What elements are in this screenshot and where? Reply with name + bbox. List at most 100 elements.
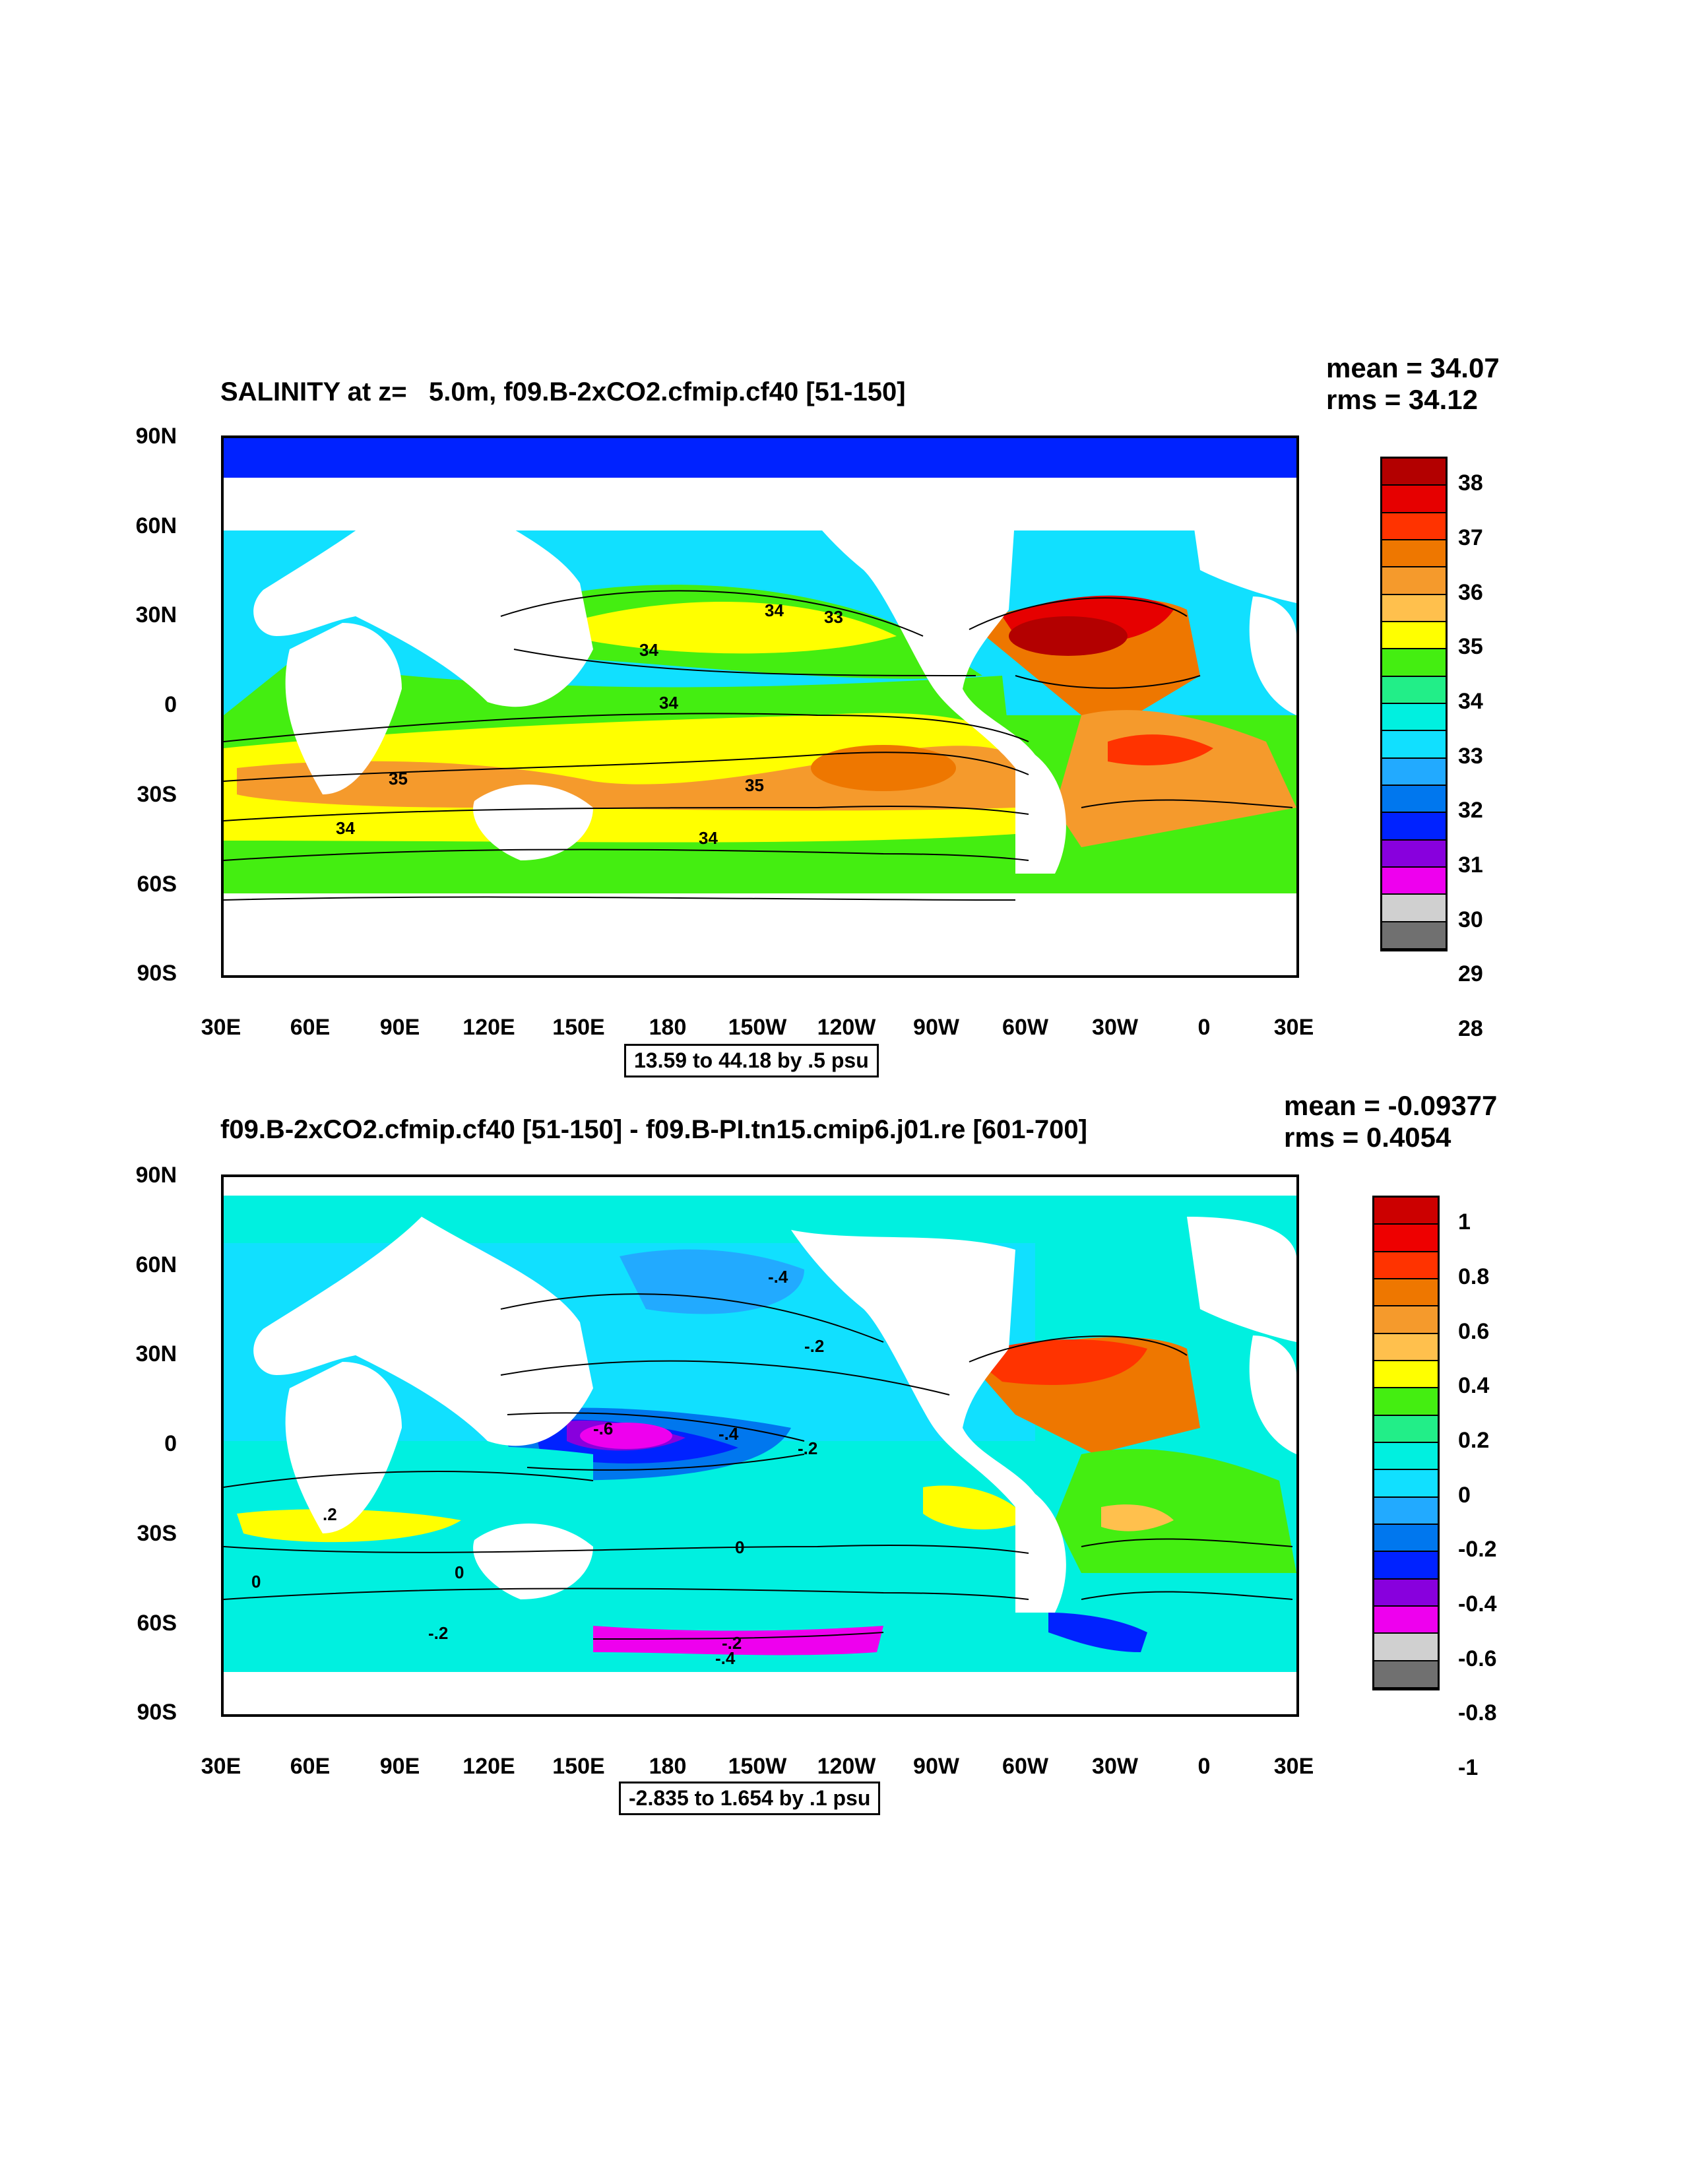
bottom-clabel-12: -.4 <box>715 1648 736 1668</box>
top-land-americas <box>791 491 1066 874</box>
colorbar-label: -0.6 <box>1458 1646 1497 1671</box>
colorbar-label: 0.2 <box>1458 1428 1490 1453</box>
top-xlabel-12: 30E <box>1273 1015 1314 1040</box>
bottom-npac-blue <box>620 1249 804 1314</box>
bottom-panel-title: f09.B-2xCO2.cfmip.cf40 [51-150] - f09.B-… <box>220 1115 1087 1144</box>
bottom-sepac-yellow <box>923 1485 1029 1529</box>
colorbar-swatch <box>1382 676 1446 704</box>
colorbar-swatch <box>1374 1443 1438 1471</box>
top-xlabel-10: 30W <box>1092 1015 1138 1040</box>
top-land-africa-india <box>285 623 402 794</box>
colorbar-label: 0.8 <box>1458 1264 1490 1289</box>
top-ylabel-90n: 90N <box>135 424 177 449</box>
top-xlabel-7: 120W <box>817 1015 876 1040</box>
bottom-land-westafrica <box>1249 1335 1296 1454</box>
top-arctic <box>224 438 1296 478</box>
colorbar-label: -0.2 <box>1458 1537 1497 1562</box>
colorbar-swatch <box>1382 731 1446 759</box>
bottom-clabel-7: 0 <box>735 1537 744 1557</box>
bottom-xlabel-8: 90W <box>913 1754 959 1779</box>
colorbar-swatch <box>1382 622 1446 650</box>
top-xlabel-2: 90E <box>379 1015 420 1040</box>
top-contour-labels: 34 33 34 34 35 35 34 34 <box>336 600 843 848</box>
colorbar-swatch <box>1374 1333 1438 1361</box>
bottom-clabel-8: 0 <box>455 1562 464 1582</box>
bottom-xlabel-3: 120E <box>462 1754 515 1779</box>
top-range-box: 13.59 to 44.18 by .5 psu <box>624 1044 879 1077</box>
top-land-westafrica <box>1249 596 1296 715</box>
colorbar-swatch <box>1382 895 1446 922</box>
top-clabel-7: 34 <box>336 818 355 838</box>
top-ylabel-60s: 60S <box>137 872 177 897</box>
colorbar-swatch <box>1374 1661 1438 1688</box>
top-land-australia <box>473 785 593 860</box>
colorbar-swatch <box>1374 1579 1438 1607</box>
colorbar-label: 36 <box>1458 579 1483 605</box>
bottom-xlabel-5: 180 <box>649 1754 687 1779</box>
colorbar-swatch <box>1382 459 1446 486</box>
top-clabel-8: 34 <box>699 828 718 848</box>
top-xlabel-5: 180 <box>649 1015 687 1040</box>
bottom-map-plot: -.4 -.2 -.6 -.4 -.2 .2 0 0 0 -.2 -.2 -.4 <box>224 1177 1296 1714</box>
colorbar-swatch <box>1374 1552 1438 1580</box>
colorbar-swatch <box>1374 1497 1438 1525</box>
top-panel-title: SALINITY at z= 5.0m, f09.B-2xCO2.cfmip.c… <box>220 377 906 406</box>
bottom-xlabel-11: 0 <box>1197 1754 1211 1779</box>
colorbar-swatch <box>1374 1388 1438 1416</box>
colorbar-swatch <box>1382 758 1446 786</box>
top-ylabel-eq: 0 <box>164 692 177 717</box>
colorbar-swatch <box>1382 813 1446 841</box>
colorbar-label: 32 <box>1458 798 1483 823</box>
bottom-xlabel-12: 30E <box>1273 1754 1314 1779</box>
bottom-clabel-5: -.2 <box>798 1438 817 1458</box>
top-xlabel-3: 120E <box>462 1015 515 1040</box>
colorbar-swatch <box>1374 1198 1438 1225</box>
bottom-ylabel-90s: 90S <box>137 1700 177 1725</box>
colorbar-swatch <box>1374 1525 1438 1553</box>
bottom-land-antarctica <box>224 1672 1296 1714</box>
colorbar-swatch <box>1382 567 1446 595</box>
top-colorbar <box>1380 457 1448 951</box>
bottom-land-eurasia <box>253 1217 593 1446</box>
bottom-colorbar <box>1372 1196 1440 1690</box>
bottom-rms-stat: rms = 0.4054 <box>1284 1122 1451 1153</box>
bottom-clabel-4: -.4 <box>718 1424 739 1444</box>
bottom-xlabel-2: 90E <box>379 1754 420 1779</box>
colorbar-label: 29 <box>1458 961 1483 987</box>
top-clabel-2: 33 <box>824 607 843 627</box>
bottom-clabel-9: 0 <box>251 1572 261 1591</box>
colorbar-swatch <box>1382 840 1446 868</box>
bottom-xlabel-6: 150W <box>728 1754 787 1779</box>
top-clabel-1: 34 <box>765 600 784 620</box>
colorbar-label: -1 <box>1458 1755 1479 1780</box>
colorbar-label: 31 <box>1458 852 1483 878</box>
bottom-mean-stat: mean = -0.09377 <box>1284 1090 1498 1121</box>
bottom-xlabel-4: 150E <box>552 1754 605 1779</box>
colorbar-swatch <box>1382 594 1446 622</box>
bottom-ylabel-eq: 0 <box>164 1431 177 1456</box>
bottom-xlabel-0: 30E <box>201 1754 241 1779</box>
top-clabel-4: 34 <box>659 693 678 713</box>
top-satl-red <box>1108 734 1213 765</box>
top-map: 34 33 34 34 35 35 34 34 <box>221 435 1299 978</box>
colorbar-swatch <box>1374 1306 1438 1334</box>
top-ylabel-30n: 30N <box>135 602 177 627</box>
bottom-satl-yellow <box>1101 1504 1174 1531</box>
top-ylabel-90s: 90S <box>137 961 177 986</box>
bottom-land-americas <box>791 1230 1066 1613</box>
top-map-plot: 34 33 34 34 35 35 34 34 <box>224 438 1296 975</box>
colorbar-label: 0.6 <box>1458 1318 1490 1344</box>
colorbar-swatch <box>1374 1634 1438 1661</box>
bottom-xlabel-9: 60W <box>1002 1754 1048 1779</box>
top-ylabel-60n: 60N <box>135 513 177 538</box>
bottom-ylabel-90n: 90N <box>135 1163 177 1188</box>
bottom-ylabel-60s: 60S <box>137 1611 177 1636</box>
top-clabel-3: 34 <box>639 640 658 660</box>
colorbar-swatch <box>1382 540 1446 568</box>
bottom-weddell-blue <box>1048 1613 1147 1652</box>
colorbar-swatch <box>1382 486 1446 513</box>
colorbar-label: 33 <box>1458 743 1483 769</box>
colorbar-swatch <box>1382 922 1446 949</box>
top-clabel-6: 35 <box>745 775 764 795</box>
top-xlabel-11: 0 <box>1197 1015 1211 1040</box>
